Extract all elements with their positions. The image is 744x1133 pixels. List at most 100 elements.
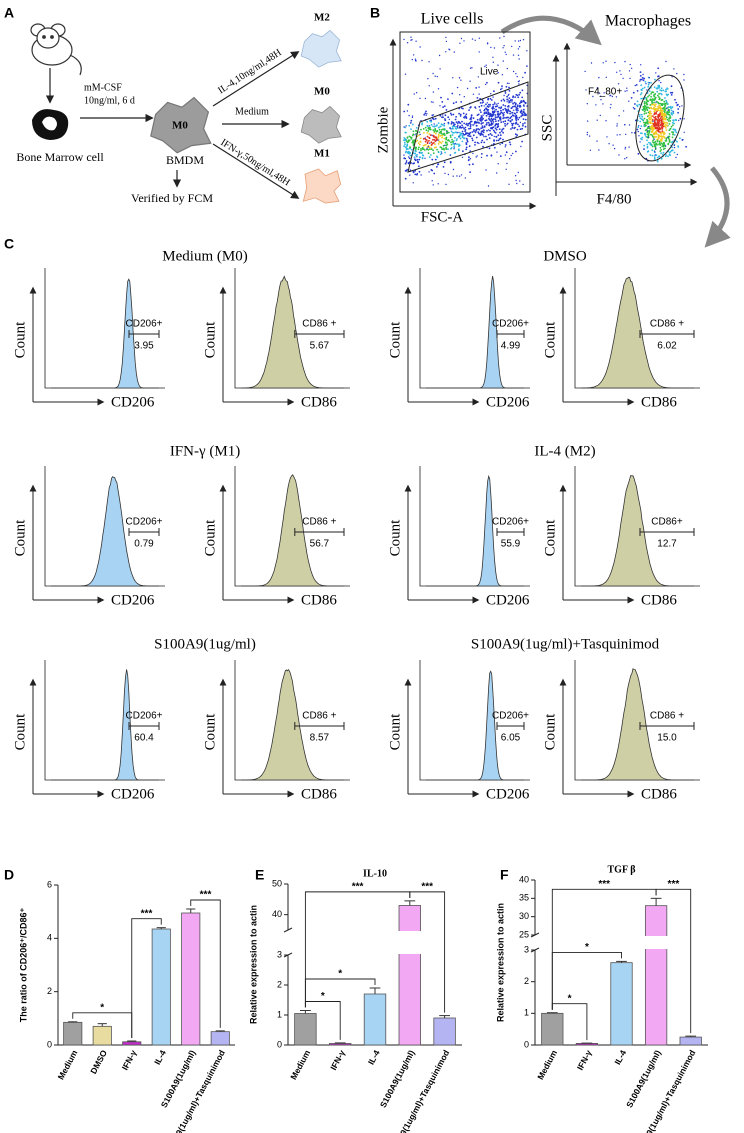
dot [524,71,526,74]
dot [493,110,496,113]
dot [406,143,409,146]
dot [659,123,662,126]
dot [432,118,435,121]
dot [437,133,440,136]
dot [652,99,654,101]
dot [429,128,431,131]
dot [419,97,421,100]
dot [415,40,417,42]
dot [447,139,450,141]
axis-label: Count [387,321,403,359]
dot [485,135,487,138]
dot [513,112,516,115]
dot [496,172,498,174]
dot [445,109,448,111]
dot [444,172,446,174]
dot [665,101,668,103]
dot [671,121,674,124]
dot [600,99,602,101]
dot [524,102,526,104]
dot [403,110,406,113]
dot [439,130,442,133]
y-tick-label: 35 [519,893,529,903]
dot [459,115,462,117]
dot [664,125,667,128]
dot [464,126,467,129]
dot [624,60,626,63]
dot [683,118,685,120]
dot [427,149,430,151]
dot [421,157,424,160]
dot [445,137,448,140]
dot [655,136,657,139]
label: 10ng/ml, 6 d [84,95,135,106]
dot [640,125,643,127]
significance-label: *** [668,879,680,890]
axis-label: CD86 [301,394,337,410]
dot [635,84,638,86]
mouse-icon [30,23,82,76]
dot [412,141,415,144]
dot [445,148,448,151]
dot [671,136,674,139]
dot [670,149,673,152]
dot [653,95,656,98]
dot [465,113,468,116]
dot [682,138,684,141]
dot [439,153,442,156]
dot [436,166,438,168]
dot [442,106,444,108]
histogram [581,475,694,587]
dot [451,140,454,143]
dot [506,116,509,119]
dot [641,136,644,139]
dot [656,94,659,97]
dot [508,102,510,104]
dot [441,101,444,103]
label: Macrophages [605,13,691,30]
dot [602,103,604,105]
dot [658,115,661,117]
dot [424,112,427,115]
dot [653,121,656,124]
dot [461,136,464,139]
dot [432,101,434,103]
dot [643,121,645,124]
dot [472,163,474,166]
gate-value: 8.57 [310,733,330,744]
dot [441,116,443,119]
dot [405,160,408,162]
significance-label: * [338,969,342,980]
dot [418,170,421,173]
dot [524,114,526,117]
dot [433,125,436,128]
dot [506,122,509,125]
dot [637,152,640,155]
dot [463,96,465,98]
dot [639,78,642,81]
dot [466,124,469,127]
dot [449,136,452,139]
dot [426,147,428,150]
dot [447,148,449,151]
dot [471,137,473,140]
dot [443,129,446,131]
dot [476,155,478,157]
dot [493,146,496,149]
dot [681,105,683,107]
dot [649,118,652,121]
dot [658,142,661,145]
dot [441,152,443,154]
dot [683,73,685,76]
dot [518,116,521,119]
dot [505,151,508,154]
dot [452,113,455,116]
dot [434,132,437,135]
dot [666,118,669,121]
dot [405,161,408,164]
dot [412,54,415,56]
dot [662,125,665,128]
gate-value: 6.02 [657,341,677,352]
axis-label: CD86 [641,592,677,608]
dot [451,125,454,128]
